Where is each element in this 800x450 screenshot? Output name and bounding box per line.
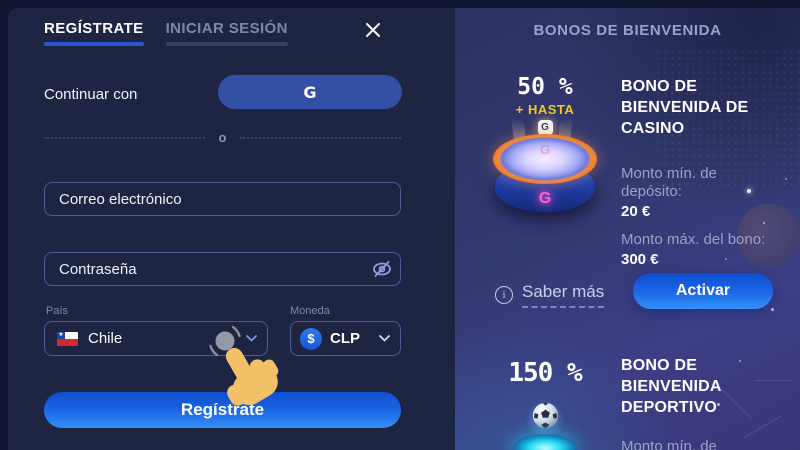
planet-decoration: [737, 204, 800, 268]
sparkle: [725, 258, 727, 260]
sparkle: [747, 189, 751, 193]
max-bonus-value: 300 €: [621, 251, 659, 268]
roulette-graphic: G G: [493, 118, 597, 212]
country-value: Chile: [88, 330, 123, 347]
bonus-panel: BONOS DE BIENVENIDA 50 % + HASTA G G G B…: [455, 8, 800, 450]
football-icon: [532, 402, 559, 429]
casino-bonus-title: BONO DE BIENVENIDA DE CASINO: [621, 78, 749, 137]
chevron-down-icon: [246, 335, 257, 342]
divider-line: [44, 136, 205, 139]
currency-select[interactable]: $ CLP: [290, 321, 401, 356]
casino-bonus-extra: + HASTA: [515, 102, 575, 117]
password-visibility-icon[interactable]: [371, 260, 393, 278]
info-icon: i: [495, 286, 513, 304]
tab-register[interactable]: REGÍSTRATE: [44, 20, 144, 46]
currency-label: Moneda: [290, 305, 330, 317]
auth-tabs: REGÍSTRATE INICIAR SESIÓN: [44, 20, 289, 46]
sparkle: [739, 360, 741, 362]
casino-bonus-percent: 50 %: [517, 74, 573, 100]
registration-modal: REGÍSTRATE INICIAR SESIÓN Continuar con …: [8, 8, 800, 450]
email-field[interactable]: [44, 182, 401, 216]
chile-flag-icon: ★: [57, 331, 78, 346]
dollar-icon: $: [300, 327, 322, 350]
close-icon[interactable]: [363, 20, 383, 40]
portal-graphic: [513, 434, 577, 450]
chevron-down-icon: [379, 335, 390, 342]
min-deposit-label: Monto mín. de depósito:: [621, 165, 717, 200]
country-label: País: [46, 305, 69, 317]
sparkle: [771, 308, 774, 311]
country-select[interactable]: ★ Chile: [44, 321, 268, 356]
divider-line: [240, 136, 402, 139]
google-icon: G: [303, 82, 317, 102]
learn-more-link[interactable]: i Saber más: [495, 282, 605, 308]
roulette-g-top: G: [539, 142, 551, 157]
password-field[interactable]: [44, 252, 401, 286]
continue-with-label: Continuar con: [44, 86, 138, 103]
registration-panel: REGÍSTRATE INICIAR SESIÓN Continuar con …: [8, 8, 455, 450]
sparkle: [785, 178, 787, 180]
sport-bonus-percent: 150 %: [508, 358, 582, 388]
circuit-line: [755, 380, 791, 381]
tab-login[interactable]: INICIAR SESIÓN: [165, 20, 289, 46]
or-divider: o: [44, 130, 402, 145]
dots-texture: [655, 48, 800, 188]
activate-bonus-button[interactable]: Activar: [633, 273, 773, 309]
bonus-panel-title: BONOS DE BIENVENIDA: [533, 22, 722, 39]
google-signin-button[interactable]: G: [218, 75, 402, 109]
roulette-g-front: G: [538, 190, 552, 207]
learn-more-label: Saber más: [522, 282, 605, 308]
sparkle: [717, 403, 720, 406]
sparkle: [763, 222, 765, 224]
casino-bonus-info: BONO DE BIENVENIDA DE CASINO Monto mín. …: [621, 76, 773, 269]
sport-bonus-title: BONO DE BIENVENIDA DEPORTIVO: [621, 357, 722, 416]
sport-min-deposit-label: Monto mín. de depósito:: [621, 438, 717, 450]
register-submit-button[interactable]: Regístrate: [44, 392, 401, 428]
max-bonus-label: Monto máx. del bono:: [621, 231, 766, 248]
brand-badge-icon: G: [537, 120, 553, 135]
currency-value: CLP: [330, 330, 360, 347]
min-deposit-value: 20 €: [621, 203, 651, 220]
divider-label: o: [218, 130, 227, 145]
